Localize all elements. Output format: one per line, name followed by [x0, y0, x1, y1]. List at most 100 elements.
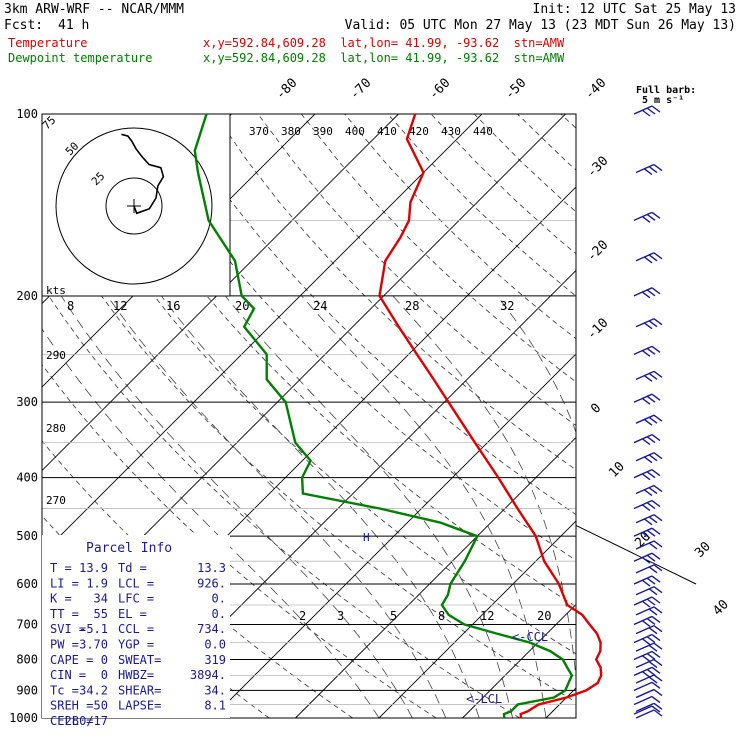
barb-flag — [643, 456, 653, 464]
barb-staff — [635, 702, 655, 712]
parcel-info-value: 3894. — [190, 668, 226, 682]
wind-barb — [635, 674, 663, 684]
wind-barb — [635, 709, 663, 719]
mixing-ratio-label: 5 — [390, 609, 397, 623]
parcel-info-label: PW = — [50, 638, 79, 652]
wind-barb — [633, 469, 661, 481]
parcel-info-value: 0. — [212, 607, 226, 621]
valid-time: Valid: 05 UTC Mon 27 May 13 (23 MDT Sun … — [344, 18, 736, 33]
barb-flag — [646, 635, 656, 644]
isotherm-label: -20 — [584, 238, 611, 265]
barb-staff — [635, 606, 655, 616]
isotherm-line — [295, 436, 576, 719]
barb-flag — [653, 674, 663, 682]
barb-flag — [643, 374, 653, 382]
wind-barb — [633, 552, 661, 564]
isotherm-label: -60 — [426, 76, 453, 103]
wind-barb — [635, 370, 663, 382]
barb-flag — [651, 650, 661, 659]
parcel-info-value: 0.0 — [204, 638, 226, 652]
barb-staff — [633, 681, 653, 692]
hodo-ring — [55, 127, 213, 285]
wind-barb — [635, 564, 663, 574]
barb-flag — [651, 705, 661, 713]
parcel-info-label: T = — [50, 561, 72, 575]
parcel-info-label: CCL = — [118, 622, 154, 636]
barb-flag — [651, 211, 661, 219]
barb-staff — [633, 705, 653, 715]
barb-flag — [653, 484, 663, 493]
barb-flag — [653, 702, 663, 710]
wind-barb — [633, 211, 661, 223]
barb-flag — [653, 540, 663, 548]
barb-flag — [641, 503, 651, 512]
extension-edge — [575, 525, 697, 585]
isotherm-label: -70 — [347, 76, 374, 103]
dry-adiabat — [517, 114, 576, 171]
isotherm-line — [545, 687, 576, 719]
parcel-info-value: -5.1 — [79, 622, 108, 636]
hodo-ring — [105, 177, 163, 235]
wind-barbs: Full barb:5 m s⁻¹ — [633, 85, 696, 719]
mixing-ratio-label: 20 — [537, 609, 551, 623]
forecast-label: Fcst: — [4, 18, 44, 33]
parcel-info-panel: Parcel Info T = 13.9 Td = 13.3 LI = 1.9 LCL = 92… — [42, 531, 548, 728]
parcel-info-label: LAPSE= — [118, 699, 161, 713]
barb-flag — [648, 454, 658, 462]
barb-flag — [641, 349, 651, 357]
pressure-label: 900 — [16, 683, 38, 697]
barb-flag — [651, 527, 661, 535]
barb-flag — [653, 252, 663, 260]
wind-barb — [633, 499, 661, 512]
moist-adiabat — [42, 328, 380, 719]
isotherm-label: 30 — [692, 539, 714, 561]
parcel-info-label: CELL = — [50, 714, 93, 728]
theta-label: 420 — [409, 125, 429, 138]
isotherm-label: -10 — [584, 316, 611, 343]
dry-adiabat — [300, 114, 576, 383]
barb-flag — [648, 660, 658, 669]
pressure-label: 1000 — [9, 711, 38, 725]
barb-flag — [651, 499, 661, 508]
dry-adiabat — [257, 114, 576, 427]
parcel-info-label: SREH = — [50, 699, 93, 713]
wind-barb — [635, 606, 663, 616]
parcel-info-value: 1.9 — [86, 576, 108, 590]
hodo-speed-label: 16 — [166, 299, 180, 313]
mixing-ratio-label: 12 — [480, 609, 494, 623]
theta-e-label: 280 — [46, 422, 66, 435]
barb-flag — [646, 668, 656, 676]
isotherm-line — [378, 520, 576, 719]
barb-staff — [635, 642, 655, 652]
ccl-annotation: <-CCL — [512, 630, 548, 644]
barb-flag — [651, 393, 661, 401]
pressure-label: 700 — [16, 617, 38, 631]
barb-flag — [641, 215, 651, 223]
parcel-info-label: Td = — [118, 561, 147, 575]
barb-flag — [651, 287, 661, 295]
parcel-info-value: 55 — [94, 607, 108, 621]
barb-staff — [635, 625, 655, 635]
parcel-info-value: 734. — [197, 622, 226, 636]
barb-staff — [635, 674, 655, 684]
wind-barb — [633, 615, 661, 627]
barb-flag — [653, 709, 663, 717]
barb-flag — [643, 322, 653, 330]
barb-flag — [651, 666, 661, 674]
barb-staff — [635, 709, 655, 719]
wind-barb — [635, 318, 663, 330]
wind-barb — [633, 575, 661, 587]
theta-label: 410 — [377, 125, 397, 138]
barb-flag — [651, 695, 661, 704]
parcel-info-label: SHEAR= — [118, 683, 161, 697]
barb-flag — [653, 163, 663, 172]
dry-adiabat — [387, 114, 576, 297]
dry-adiabat — [604, 114, 740, 718]
isotherm-label: -50 — [502, 76, 529, 103]
wind-barb — [633, 287, 661, 299]
wind-barb — [635, 702, 663, 712]
parcel-info-label: HWBZ= — [118, 668, 154, 682]
barb-flag — [646, 347, 656, 355]
barb-flag — [646, 577, 656, 585]
isotherm-line — [713, 114, 740, 718]
